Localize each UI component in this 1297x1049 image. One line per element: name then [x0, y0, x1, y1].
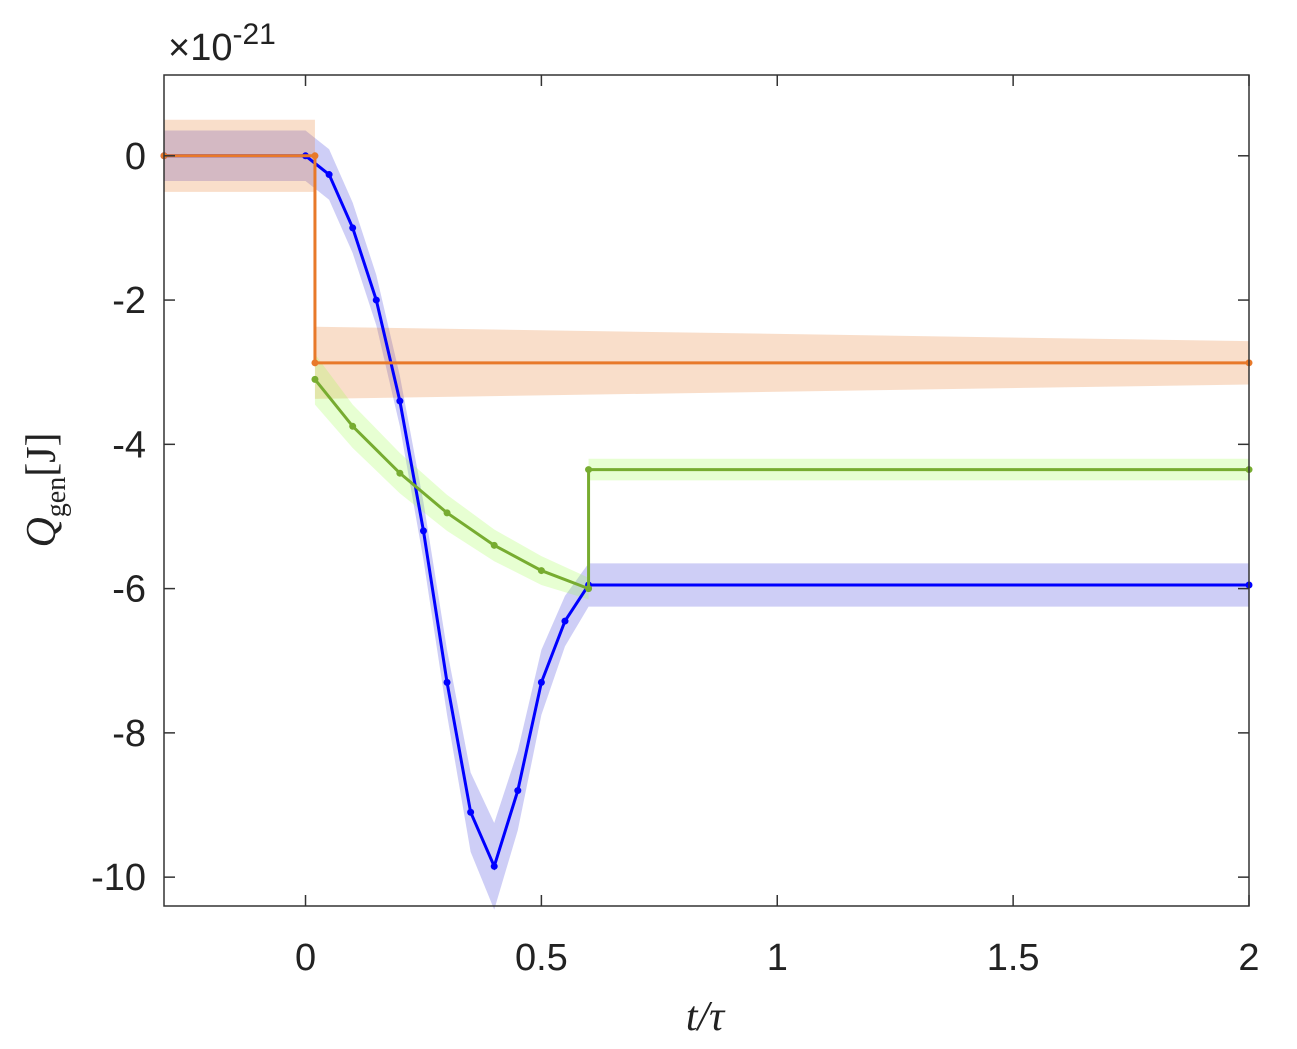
- point: [443, 678, 451, 686]
- point: [443, 509, 451, 517]
- point: [585, 585, 593, 593]
- point: [396, 397, 404, 405]
- y-tick-label: 0: [125, 136, 146, 178]
- y-tick-label: -8: [112, 713, 146, 755]
- point: [490, 862, 498, 870]
- y-multiplier: ×10-21: [168, 18, 276, 69]
- point: [514, 787, 522, 795]
- multiplier-base: ×10: [168, 27, 232, 69]
- series-line: [313, 378, 1249, 591]
- y-label-main: Q: [19, 517, 65, 547]
- point: [325, 171, 333, 179]
- point: [467, 808, 475, 816]
- y-label-unit: [J]: [19, 432, 65, 476]
- series-line: [164, 154, 1249, 871]
- point: [396, 469, 404, 477]
- error-band: [164, 119, 1249, 399]
- point: [419, 527, 427, 535]
- y-tick-label: -4: [112, 424, 146, 466]
- point: [349, 224, 357, 232]
- point: [349, 422, 357, 430]
- point: [537, 567, 545, 575]
- point: [311, 375, 319, 383]
- y-tick-label: -6: [112, 569, 146, 611]
- plot-frame: [163, 74, 1250, 907]
- error-band: [164, 130, 1249, 910]
- y-axis-label: Qgen[J]: [19, 432, 72, 547]
- error-band: [314, 354, 1249, 600]
- x-tick-label: 1.5: [987, 937, 1040, 979]
- point: [311, 359, 319, 367]
- y-tick-label: -2: [112, 280, 146, 322]
- x-tick-label: 2: [1238, 937, 1259, 979]
- point: [537, 678, 545, 686]
- x-axis-label: t/τ: [686, 994, 726, 1040]
- x-tick-label: 0: [295, 937, 316, 979]
- multiplier-exponent: -21: [232, 18, 275, 51]
- x-tick-label: 1: [767, 937, 788, 979]
- point: [585, 466, 593, 474]
- series-line: [164, 154, 1249, 365]
- point: [561, 617, 569, 625]
- y-label-sub: gen: [41, 477, 72, 517]
- point: [490, 541, 498, 549]
- point: [311, 152, 319, 160]
- y-tick-label: -10: [91, 857, 146, 899]
- point: [372, 296, 380, 304]
- x-tick-label: 0.5: [515, 937, 568, 979]
